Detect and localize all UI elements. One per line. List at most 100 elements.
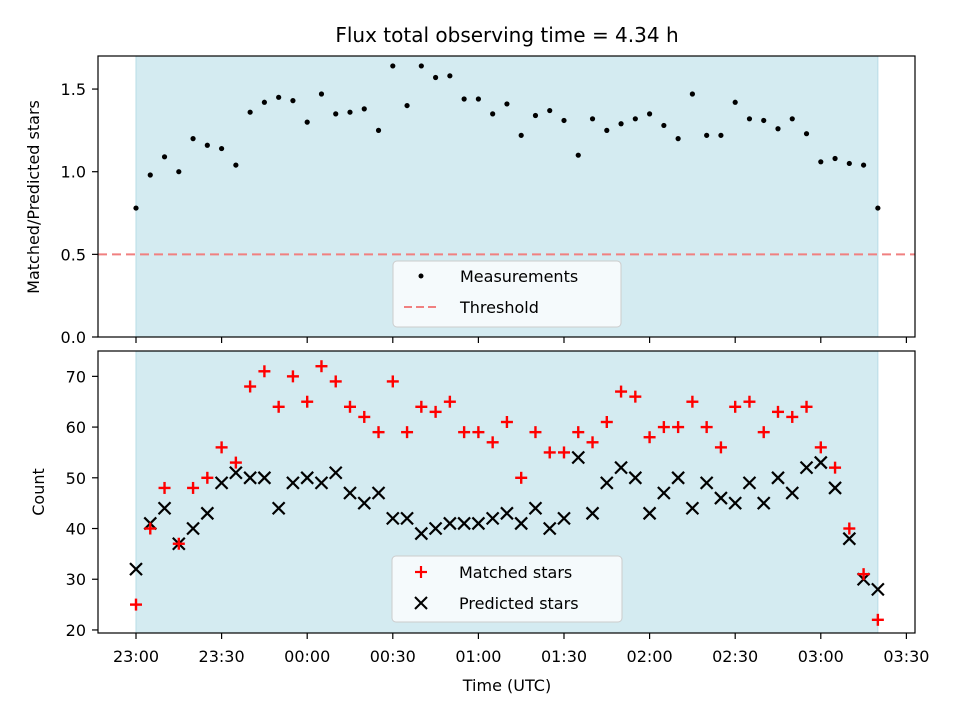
predicted-star-point [471, 516, 486, 531]
top-axes-frame [97, 55, 916, 338]
bottom-y-tick-label: 20 [66, 621, 86, 640]
measurement-point [404, 102, 410, 109]
matched-star-point [415, 400, 428, 413]
predicted-star-point [728, 496, 742, 510]
predicted-star-point [756, 496, 771, 510]
predicted-star-point [571, 450, 586, 465]
matched-star-point [857, 568, 870, 581]
predicted-star-point [414, 526, 429, 541]
predicted-star-point [628, 471, 643, 485]
measurement-point [461, 96, 467, 102]
legend-matched-label: Matched stars [459, 563, 572, 582]
matched-star-point [472, 426, 485, 439]
matched-star-point [272, 400, 285, 413]
bottom-y-tick-label: 30 [66, 570, 86, 589]
matched-star-point [657, 421, 670, 434]
matched-star-point [600, 416, 613, 429]
predicted-star-point [271, 501, 286, 516]
measurement-point [390, 63, 396, 69]
top-y-tick-label: 0.5 [61, 245, 86, 264]
matched-star-point [130, 598, 142, 611]
bottom-axes-frame [97, 350, 916, 634]
predicted-star-point [485, 511, 500, 526]
measurement-point [133, 205, 139, 211]
matched-star-point [615, 385, 628, 398]
measurement-point [632, 116, 638, 122]
top-y-tick-label: 1.5 [61, 80, 86, 99]
top-x-ticks [135, 337, 907, 343]
bottom-legend-box [391, 555, 623, 623]
x-tick-label: 23:30 [199, 647, 245, 666]
measurement-point [746, 116, 753, 122]
measurement-point [204, 142, 210, 148]
x-tick-label: 23:00 [113, 647, 159, 666]
matched-star-point [729, 400, 742, 413]
predicted-star-point [200, 506, 215, 521]
bottom-y-tick-label: 40 [66, 520, 86, 539]
measurement-point [775, 126, 781, 132]
predicted-star-point [714, 491, 728, 505]
predicted-star-point [514, 516, 528, 531]
matched-star-point [800, 400, 813, 413]
measurement-point [761, 117, 767, 124]
measurement-point [561, 117, 567, 124]
matched-star-point [229, 456, 242, 469]
measurement-point [176, 169, 182, 175]
matched-star-point [843, 522, 856, 535]
matched-star-point [358, 410, 371, 423]
measurement-point [147, 172, 153, 178]
measurement-point [732, 99, 738, 105]
predicted-star-point [828, 481, 842, 495]
measurement-point [646, 111, 653, 117]
matched-star-point [201, 471, 214, 484]
bottom-y-axis-label: Count [29, 468, 48, 516]
matched-star-point [286, 370, 299, 383]
matched-star-point [172, 537, 185, 550]
count-points [129, 360, 885, 626]
measurement-point [618, 121, 624, 127]
measurement-point [361, 106, 367, 112]
top-panel: 0.0 0.5 1.0 1.5 Matched/Predicted stars Mea… [24, 55, 916, 347]
legend-threshold-label: Threshold [459, 298, 539, 317]
predicted-star-point [214, 476, 229, 490]
legend-measurements-marker [418, 273, 424, 279]
measurement-point [261, 99, 267, 105]
measurement-point [803, 131, 810, 137]
matched-star-point [743, 395, 756, 408]
predicted-star-point [371, 486, 386, 500]
x-tick-label: 02:30 [712, 647, 758, 666]
predicted-star-point [328, 465, 343, 480]
bottom-y-tick-label: 70 [66, 367, 86, 386]
matched-star-point [144, 522, 157, 535]
matched-star-point [301, 395, 314, 408]
matched-star-point [714, 441, 727, 454]
bottom-x-ticks: 23:00 23:30 00:00 00:30 01:00 01:30 02:00 02:30… [113, 633, 929, 666]
top-legend-box [392, 260, 622, 328]
measurement-point [832, 155, 838, 162]
bottom-legend: Matched stars Predicted stars [391, 555, 623, 623]
measurement-point [547, 107, 553, 114]
matched-star-point [486, 436, 499, 449]
measurement-point [675, 136, 681, 142]
measurement-point [375, 127, 382, 133]
matched-star-point [672, 421, 685, 434]
predicted-star-point [357, 496, 372, 510]
predicted-star-point [300, 471, 314, 485]
measurement-point [661, 122, 667, 129]
x-tick-label: 00:00 [284, 647, 330, 666]
matched-star-point [586, 436, 599, 449]
bottom-y-ticks: 20 30 40 50 60 70 [66, 367, 98, 640]
matched-star-point [572, 426, 585, 439]
measurement-point [247, 109, 253, 115]
measurement-point [418, 63, 424, 69]
measurement-point [689, 91, 695, 97]
measurement-point [318, 91, 325, 97]
matched-star-point [629, 390, 642, 403]
measurement-point [518, 132, 524, 138]
matched-star-point [829, 461, 842, 474]
matched-star-point [158, 481, 171, 494]
predicted-star-point [443, 516, 457, 531]
measurement-point [218, 145, 225, 152]
predicted-star-point [428, 521, 443, 536]
matched-star-point [215, 441, 228, 454]
